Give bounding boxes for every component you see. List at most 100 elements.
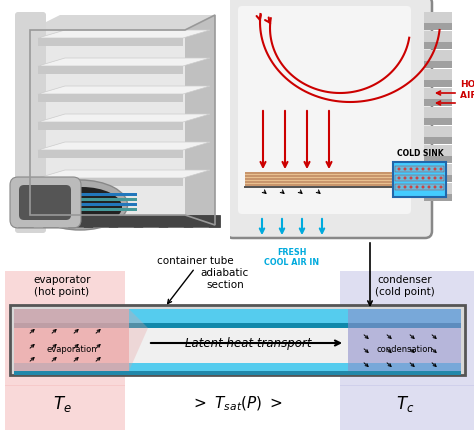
Bar <box>424 175 452 182</box>
Bar <box>38 38 183 46</box>
Bar <box>42 198 137 201</box>
Bar <box>424 137 452 144</box>
Circle shape <box>428 168 430 171</box>
Circle shape <box>403 177 407 180</box>
Bar <box>424 183 452 194</box>
Bar <box>245 172 400 174</box>
Bar <box>424 80 452 87</box>
Circle shape <box>410 177 412 180</box>
Polygon shape <box>38 114 210 122</box>
Circle shape <box>416 185 419 188</box>
Text: container tube: container tube <box>157 256 233 266</box>
Bar <box>38 94 183 102</box>
Bar <box>14 309 129 371</box>
Circle shape <box>439 185 443 188</box>
Bar <box>424 31 452 42</box>
Bar <box>10 305 465 375</box>
Polygon shape <box>38 30 210 38</box>
Polygon shape <box>38 86 210 94</box>
Circle shape <box>428 177 430 180</box>
FancyBboxPatch shape <box>19 185 71 220</box>
Bar <box>424 164 452 175</box>
Circle shape <box>416 168 419 171</box>
Circle shape <box>439 168 443 171</box>
Bar <box>245 183 400 184</box>
Bar <box>38 66 183 74</box>
Circle shape <box>398 185 401 188</box>
Ellipse shape <box>33 180 128 230</box>
Bar <box>14 363 461 371</box>
Circle shape <box>398 177 401 180</box>
Bar <box>424 61 452 68</box>
Text: condensation: condensation <box>377 346 433 355</box>
Text: FRESH
COOL AIR IN: FRESH COOL AIR IN <box>264 248 319 267</box>
Bar <box>424 194 452 201</box>
Bar <box>424 50 452 61</box>
Bar <box>245 186 400 187</box>
Circle shape <box>421 168 425 171</box>
Text: condenser
(cold point): condenser (cold point) <box>375 275 435 297</box>
Text: $T_c$: $T_c$ <box>396 394 414 414</box>
Polygon shape <box>30 15 215 30</box>
Bar <box>0 0 230 240</box>
Bar <box>424 126 452 137</box>
Bar <box>395 175 444 181</box>
Circle shape <box>434 185 437 188</box>
Bar <box>14 309 461 323</box>
Bar <box>424 145 452 156</box>
Text: Latent heat transport: Latent heat transport <box>185 337 311 349</box>
Bar <box>38 150 183 158</box>
Circle shape <box>434 177 437 180</box>
Bar <box>14 371 461 375</box>
Polygon shape <box>185 15 215 225</box>
Text: COLD SINK: COLD SINK <box>397 149 443 158</box>
Bar <box>424 118 452 125</box>
Bar <box>38 122 183 130</box>
Bar <box>42 208 137 211</box>
Bar <box>5 271 125 386</box>
Ellipse shape <box>42 187 122 227</box>
FancyBboxPatch shape <box>238 6 411 214</box>
Polygon shape <box>14 309 148 371</box>
Bar <box>245 174 400 175</box>
Polygon shape <box>38 142 210 150</box>
Bar <box>424 12 452 23</box>
Bar <box>393 162 446 197</box>
Bar <box>245 181 400 183</box>
Circle shape <box>416 177 419 180</box>
Bar <box>348 309 461 371</box>
Text: evaporator
(hot point): evaporator (hot point) <box>33 275 91 297</box>
Bar <box>245 180 400 181</box>
Circle shape <box>398 168 401 171</box>
Bar <box>395 184 444 190</box>
Bar <box>38 178 183 186</box>
Bar <box>244 186 401 188</box>
Bar <box>14 309 461 371</box>
Bar <box>14 323 461 328</box>
Text: HOT
AIR IN: HOT AIR IN <box>460 80 474 100</box>
Circle shape <box>439 177 443 180</box>
Bar <box>424 42 452 49</box>
FancyBboxPatch shape <box>10 177 81 228</box>
Bar <box>424 23 452 30</box>
Bar <box>340 385 474 430</box>
Bar <box>424 88 452 99</box>
Text: $>\ T_{sat}(P)\ >$: $>\ T_{sat}(P)\ >$ <box>191 395 283 413</box>
Circle shape <box>410 168 412 171</box>
Text: evaporation: evaporation <box>46 346 97 355</box>
Bar <box>245 184 400 186</box>
Bar <box>42 193 137 196</box>
FancyBboxPatch shape <box>15 12 46 233</box>
Circle shape <box>434 168 437 171</box>
FancyBboxPatch shape <box>226 0 432 238</box>
Circle shape <box>421 185 425 188</box>
Text: $T_e$: $T_e$ <box>53 394 72 414</box>
Bar <box>5 385 125 430</box>
Circle shape <box>403 185 407 188</box>
Bar <box>424 69 452 80</box>
Circle shape <box>403 168 407 171</box>
Bar <box>424 107 452 118</box>
Bar <box>424 99 452 106</box>
Bar <box>424 156 452 163</box>
Circle shape <box>428 185 430 188</box>
